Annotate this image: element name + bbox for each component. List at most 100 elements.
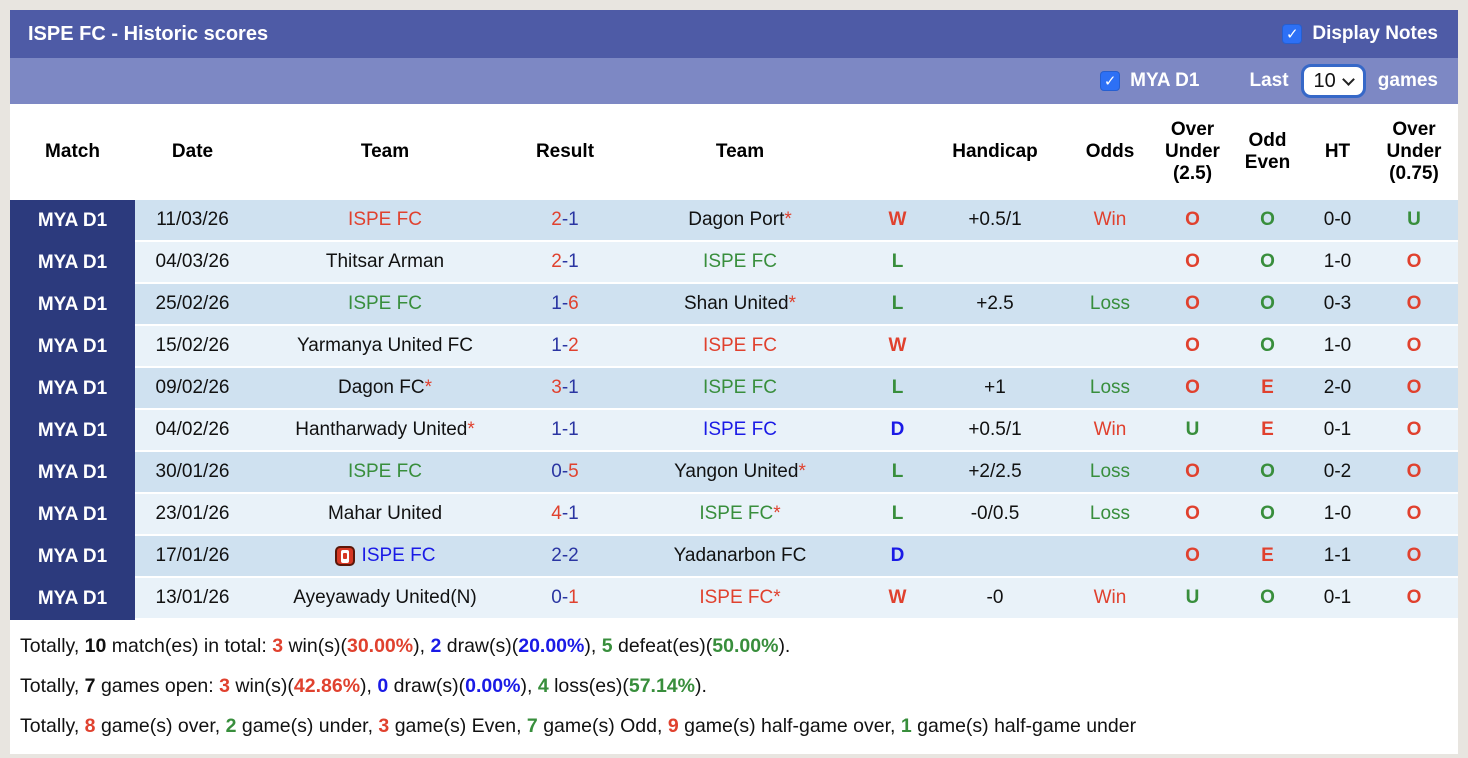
win-loss-draw-cell: L	[891, 377, 904, 398]
team-name: Yarmanya United FC	[297, 335, 473, 356]
over-under-075-cell: O	[1406, 335, 1422, 356]
over-under-25-cell: O	[1185, 503, 1200, 524]
home-team-cell: Hantharwady United *	[250, 410, 520, 450]
summary-segment: 7	[526, 715, 538, 737]
result-cell: 4-1	[520, 494, 610, 534]
away-team-cell: Yadanarbon FC	[610, 536, 870, 576]
date-cell: 09/02/26	[155, 377, 230, 398]
check-icon: ✓	[1286, 25, 1299, 43]
win-loss-draw-cell: D	[890, 419, 905, 440]
odd-even-cell: O	[1260, 293, 1275, 314]
summary-segment: 3	[378, 715, 390, 737]
odd-even-cell: O	[1260, 503, 1275, 524]
summary-segment: 2	[225, 715, 237, 737]
home-score: 1	[551, 293, 562, 314]
summary-line-1: Totally, 10 match(es) in total: 3 win(s)…	[20, 626, 1448, 666]
handicap-cell: -0/0.5	[970, 503, 1020, 524]
league-badge: MYA D1	[37, 294, 108, 315]
home-team-cell: Dagon FC *	[250, 368, 520, 408]
historic-scores-panel: ISPE FC - Historic scores ✓ Display Note…	[10, 10, 1458, 754]
away-team-cell: ISPE FC *	[610, 578, 870, 618]
table-header-row: Match Date Team Result Team Handicap Odd…	[10, 104, 1458, 200]
score-dash: -	[561, 209, 569, 230]
team-name: Yangon United	[674, 461, 799, 482]
column-header-date: Date	[171, 141, 214, 163]
half-time-cell: 0-1	[1323, 587, 1352, 608]
page-title: ISPE FC - Historic scores	[28, 22, 269, 45]
league-filter-toggle[interactable]: ✓ MYA D1	[1100, 70, 1199, 92]
odds-cell: Win	[1093, 209, 1127, 230]
summary-segment: Totally,	[20, 715, 85, 737]
games-count-select[interactable]: 10	[1300, 64, 1366, 98]
league-badge: MYA D1	[37, 378, 108, 399]
table-row: 30/01/26 ISPE FC 0-5 Yangon United * L +2/2.5 L…	[135, 452, 1458, 494]
check-icon: ✓	[1103, 72, 1117, 90]
home-score: 2	[551, 251, 562, 272]
league-checkbox[interactable]: ✓	[1100, 71, 1121, 91]
summary-segment: 42.86%	[293, 675, 361, 697]
table-row: 11/03/26 ISPE FC 2-1 Dagon Port * W +0.5/1 Win O…	[135, 200, 1458, 242]
half-time-cell: 1-0	[1323, 335, 1352, 356]
home-score: 2	[551, 209, 562, 230]
result-cell: 2-1	[520, 200, 610, 240]
display-notes-checkbox[interactable]: ✓	[1282, 24, 1303, 44]
display-notes-label: Display Notes	[1312, 23, 1438, 44]
over-under-25-cell: U	[1185, 587, 1200, 608]
match-rows: 11/03/26 ISPE FC 2-1 Dagon Port * W +0.5/1 Win O…	[135, 200, 1458, 620]
team-name: ISPE FC	[703, 419, 777, 440]
over-under-25-cell: O	[1185, 293, 1200, 314]
table-row: 17/01/26 ISPE FC 2-2 Yadanarbon FC D O E 1-1 O	[135, 536, 1458, 578]
result-cell: 2-2	[520, 536, 610, 576]
column-header-odd-even: Odd Even	[1244, 130, 1291, 173]
score-dash: -	[561, 419, 569, 440]
league-badge: MYA D1	[37, 420, 108, 441]
home-team-cell: Mahar United	[250, 494, 520, 534]
home-score: 0	[551, 461, 562, 482]
team-name: ISPE FC	[348, 209, 422, 230]
away-team-cell: ISPE FC *	[610, 494, 870, 534]
red-card-icon	[334, 546, 355, 566]
over-under-075-cell: O	[1406, 587, 1422, 608]
over-under-25-cell: O	[1185, 545, 1200, 566]
league-badge: MYA D1	[37, 504, 108, 525]
summary-segment: ).	[778, 635, 791, 657]
handicap-cell	[925, 326, 1065, 366]
result-cell: 1-6	[520, 284, 610, 324]
away-score: 1	[568, 419, 579, 440]
display-notes-toggle[interactable]: ✓ Display Notes	[1282, 23, 1438, 45]
half-time-cell: 1-1	[1323, 545, 1352, 566]
summary-segment: ),	[584, 635, 602, 657]
score-dash: -	[561, 251, 569, 272]
team-name: Ayeyawady United(N)	[293, 587, 477, 608]
score-dash: -	[561, 377, 569, 398]
over-under-075-cell: O	[1406, 461, 1422, 482]
home-team-cell: Ayeyawady United(N)	[250, 578, 520, 618]
away-score: 1	[568, 209, 579, 230]
result-cell: 1-1	[520, 410, 610, 450]
summary-segment: win(s)(	[229, 675, 294, 697]
summary-segment: 3	[272, 635, 284, 657]
summary-segment: 7	[84, 675, 96, 697]
summary-segment: 1	[900, 715, 912, 737]
win-loss-draw-cell: W	[888, 335, 907, 356]
handicap-cell: -0	[986, 587, 1004, 608]
half-time-cell: 0-2	[1323, 461, 1352, 482]
summary-segment: ).	[694, 675, 707, 697]
odds-cell: Loss	[1089, 293, 1131, 314]
summary-segment: game(s) under,	[236, 715, 379, 737]
odds-cell: Win	[1093, 419, 1127, 440]
summary-segment: match(es) in total:	[106, 635, 273, 657]
date-cell: 23/01/26	[155, 503, 230, 524]
away-team-cell: Shan United *	[610, 284, 870, 324]
odd-even-cell: E	[1261, 419, 1274, 440]
home-score: 1	[551, 419, 562, 440]
summary-segment: draw(s)(	[388, 675, 466, 697]
last-label: Last	[1249, 70, 1289, 91]
odds-cell: Win	[1093, 587, 1127, 608]
summary-segment: ),	[413, 635, 431, 657]
odds-cell	[1065, 536, 1155, 576]
league-badge: MYA D1	[37, 336, 108, 357]
over-under-075-cell: O	[1406, 293, 1422, 314]
over-under-25-cell: O	[1185, 335, 1200, 356]
summary-segment: 2	[430, 635, 442, 657]
